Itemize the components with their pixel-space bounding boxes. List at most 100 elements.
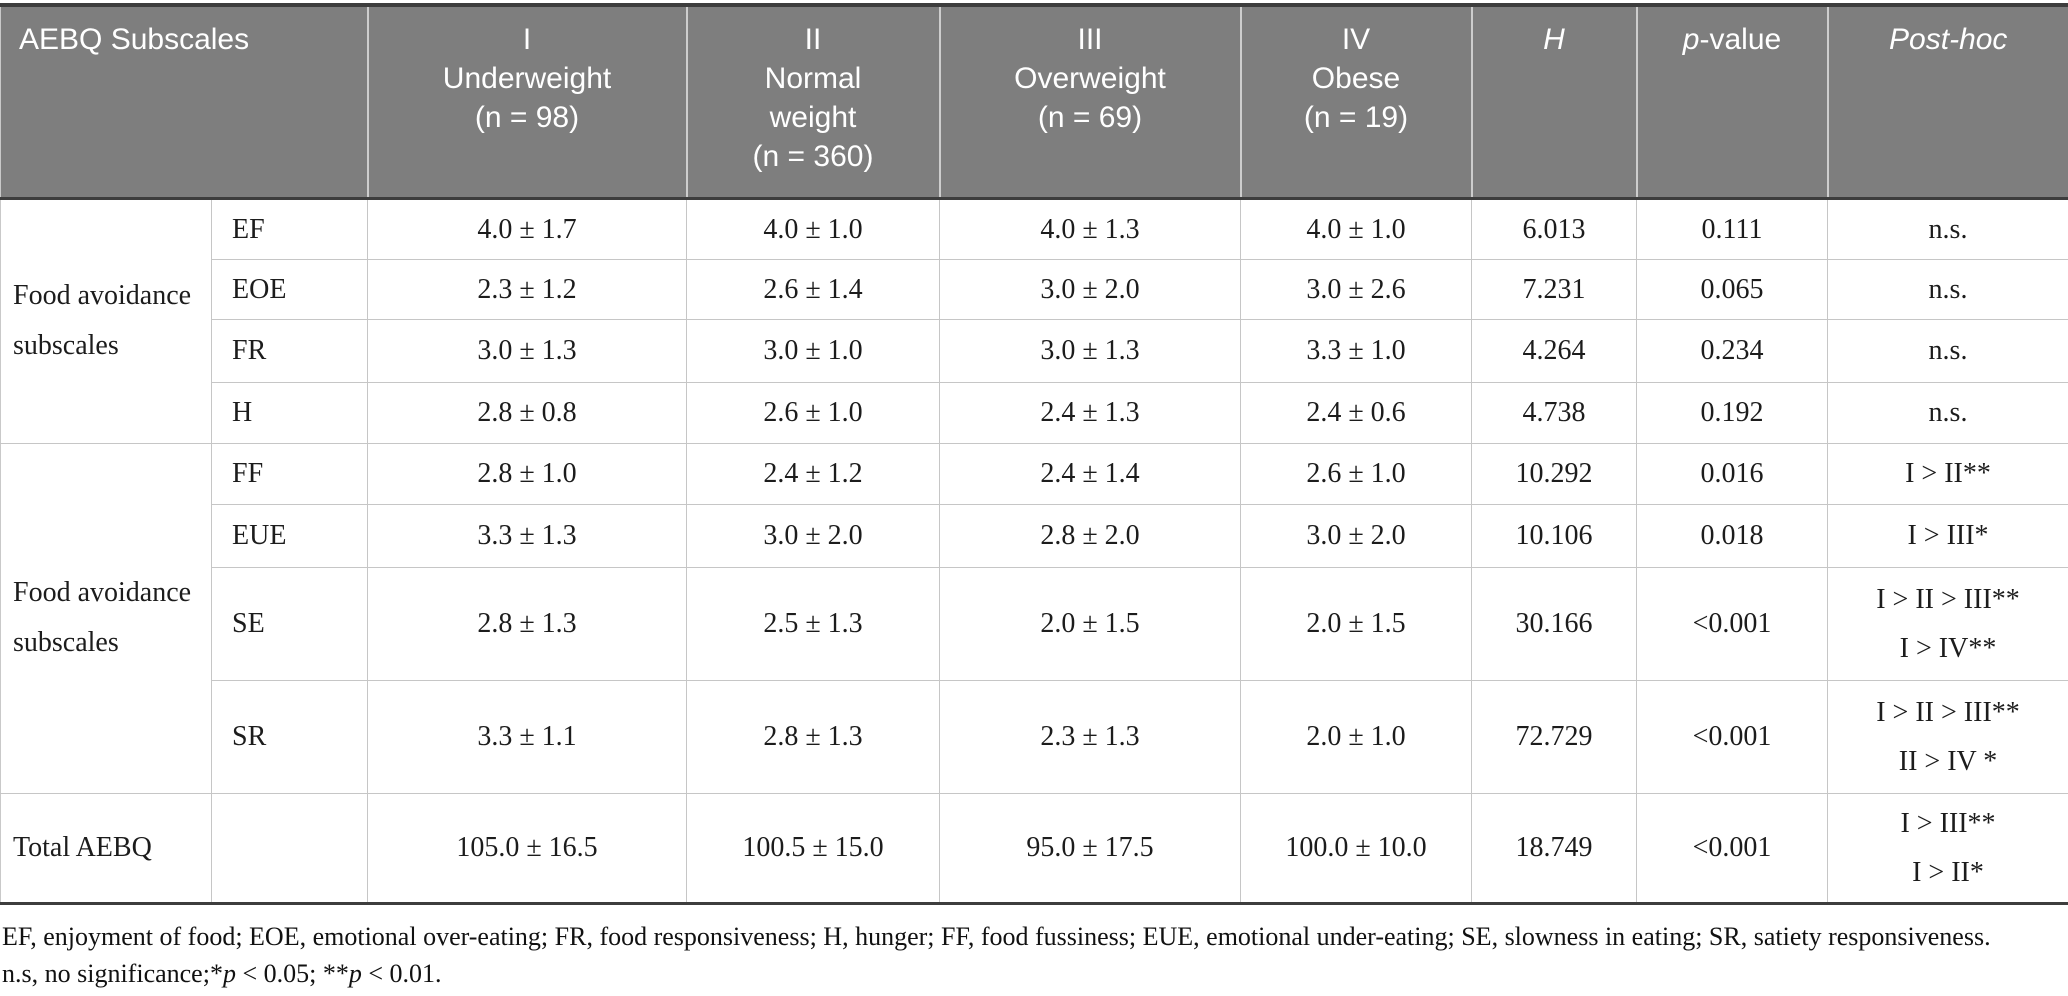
p-cell: 0.234: [1636, 319, 1828, 383]
value-cell: 2.3 ± 1.2: [367, 259, 687, 320]
p-cell: 0.192: [1636, 382, 1828, 444]
italic-p: p: [222, 958, 236, 988]
p-cell: <0.001: [1636, 567, 1828, 681]
p-cell: 0.111: [1636, 198, 1828, 260]
subscale-code: EOE: [211, 259, 368, 320]
value-cell: 100.0 ± 10.0: [1240, 793, 1472, 903]
italic-p: p: [348, 958, 362, 988]
header-aebq-subscales: AEBQ Subscales: [0, 5, 368, 200]
p-cell: <0.001: [1636, 793, 1828, 903]
table-row-ff: Food avoidance subscales FF 2.8 ± 1.0 2.…: [0, 443, 2068, 794]
value-cell: 100.5 ± 15.0: [686, 793, 940, 903]
h-cell: 4.738: [1471, 382, 1637, 444]
value-cell: 4.0 ± 1.0: [1240, 198, 1472, 260]
value-cell: 2.4 ± 1.3: [939, 382, 1241, 444]
header-row: AEBQ Subscales I Underweight (n = 98) II…: [0, 5, 2068, 200]
posthoc-cell: I > III*: [1827, 504, 2068, 568]
value-cell: 3.0 ± 1.3: [367, 319, 687, 383]
header-group-i-underweight: I Underweight (n = 98): [366, 5, 687, 200]
value-cell: 3.0 ± 1.0: [686, 319, 940, 383]
subscale-code: H: [211, 382, 368, 444]
p-cell: 0.065: [1636, 259, 1828, 320]
value-cell: 105.0 ± 16.5: [367, 793, 687, 903]
h-cell: 6.013: [1471, 198, 1637, 260]
total-aebq-label: Total AEBQ: [13, 831, 152, 863]
subscale-code-empty: [211, 793, 368, 903]
value-cell: 2.8 ± 1.3: [686, 680, 940, 794]
value-cell: 2.8 ± 0.8: [367, 382, 687, 444]
footnote-abbreviations: EF, enjoyment of food; EOE, emotional ov…: [2, 921, 1991, 951]
table-row-fr: FR 3.0 ± 1.3 3.0 ± 1.0 3.0 ± 1.3 3.3 ± 1…: [1, 319, 2068, 383]
h-cell: 7.231: [1471, 259, 1637, 320]
posthoc-cell: I > II > III** I > IV**: [1827, 567, 2068, 681]
table-row-total-aebq: Total AEBQ 105.0 ± 16.5 100.5 ± 15.0 95.…: [1, 793, 2068, 903]
posthoc-cell: n.s.: [1827, 259, 2068, 320]
value-cell: 4.0 ± 1.7: [367, 198, 687, 260]
aebq-subscales-table: AEBQ Subscales I Underweight (n = 98) II…: [0, 3, 2068, 905]
header-group-iv-obese: IV Obese (n = 19): [1239, 5, 1472, 200]
value-cell: 2.4 ± 1.4: [939, 443, 1241, 505]
table-row-eue: EUE 3.3 ± 1.3 3.0 ± 2.0 2.8 ± 2.0 3.0 ± …: [1, 504, 2068, 568]
h-cell: 72.729: [1471, 680, 1637, 794]
p-cell: 0.016: [1636, 443, 1828, 505]
value-cell: 3.0 ± 2.6: [1240, 259, 1472, 320]
value-cell: 2.6 ± 1.0: [686, 382, 940, 444]
posthoc-cell: n.s.: [1827, 198, 2068, 260]
posthoc-cell: I > II > III** II > IV *: [1827, 680, 2068, 794]
subscale-code: SR: [211, 680, 368, 794]
value-cell: 3.0 ± 2.0: [686, 504, 940, 568]
table-row-sr: SR 3.3 ± 1.1 2.8 ± 1.3 2.3 ± 1.3 2.0 ± 1…: [1, 680, 2068, 794]
header-h-statistic: H: [1470, 5, 1637, 200]
h-cell: 10.292: [1471, 443, 1637, 505]
value-cell: 3.3 ± 1.3: [367, 504, 687, 568]
posthoc-cell: I > II**: [1827, 443, 2068, 505]
header-group-iii-overweight: III Overweight (n = 69): [938, 5, 1241, 200]
subscale-code: EUE: [211, 504, 368, 568]
value-cell: 2.3 ± 1.3: [939, 680, 1241, 794]
value-cell: 95.0 ± 17.5: [939, 793, 1241, 903]
subscale-code: FF: [211, 443, 368, 505]
footnote-significance: n.s, no significance;*p < 0.05; **p < 0.…: [2, 958, 442, 988]
value-cell: 2.8 ± 1.0: [367, 443, 687, 505]
table-row-se: SE 2.8 ± 1.3 2.5 ± 1.3 2.0 ± 1.5 2.0 ± 1…: [1, 567, 2068, 681]
value-cell: 3.0 ± 1.3: [939, 319, 1241, 383]
value-cell: 2.0 ± 1.5: [939, 567, 1241, 681]
value-cell: 2.5 ± 1.3: [686, 567, 940, 681]
subscale-code: EF: [211, 198, 368, 260]
p-value-italic-p: p: [1682, 23, 1700, 56]
value-cell: 4.0 ± 1.0: [686, 198, 940, 260]
table-row-eoe: EOE 2.3 ± 1.2 2.6 ± 1.4 3.0 ± 2.0 3.0 ± …: [1, 259, 2068, 320]
value-cell: 3.3 ± 1.1: [367, 680, 687, 794]
p-cell: 0.018: [1636, 504, 1828, 568]
p-cell: <0.001: [1636, 680, 1828, 794]
value-cell: 2.0 ± 1.5: [1240, 567, 1472, 681]
value-cell: 4.0 ± 1.3: [939, 198, 1241, 260]
value-cell: 2.8 ± 2.0: [939, 504, 1241, 568]
h-cell: 30.166: [1471, 567, 1637, 681]
h-cell: 10.106: [1471, 504, 1637, 568]
value-cell: 2.8 ± 1.3: [367, 567, 687, 681]
table-footnotes: EF, enjoyment of food; EOE, emotional ov…: [0, 918, 2068, 992]
value-cell: 2.4 ± 0.6: [1240, 382, 1472, 444]
posthoc-cell: I > III** I > II*: [1827, 793, 2068, 903]
table-row-ef: Food avoidance subscales EF 4.0 ± 1.7 4.…: [0, 198, 2068, 444]
table-row-h: H 2.8 ± 0.8 2.6 ± 1.0 2.4 ± 1.3 2.4 ± 0.…: [1, 382, 2068, 444]
value-cell: 2.4 ± 1.2: [686, 443, 940, 505]
value-cell: 3.0 ± 2.0: [939, 259, 1241, 320]
group-label-food-avoidance-1: Food avoidance subscales: [0, 198, 212, 444]
value-cell: 2.6 ± 1.4: [686, 259, 940, 320]
h-cell: 4.264: [1471, 319, 1637, 383]
header-post-hoc: Post-hoc: [1826, 5, 2068, 200]
value-cell: 2.6 ± 1.0: [1240, 443, 1472, 505]
subscale-code: SE: [211, 567, 368, 681]
header-group-ii-normal-weight: II Normal weight (n = 360): [685, 5, 940, 200]
h-cell: 18.749: [1471, 793, 1637, 903]
subscale-code: FR: [211, 319, 368, 383]
posthoc-cell: n.s.: [1827, 382, 2068, 444]
group-label-food-avoidance-2: Food avoidance subscales: [0, 443, 212, 794]
value-cell: 3.3 ± 1.0: [1240, 319, 1472, 383]
posthoc-cell: n.s.: [1827, 319, 2068, 383]
p-value-suffix: -value: [1699, 23, 1782, 56]
value-cell: 3.0 ± 2.0: [1240, 504, 1472, 568]
